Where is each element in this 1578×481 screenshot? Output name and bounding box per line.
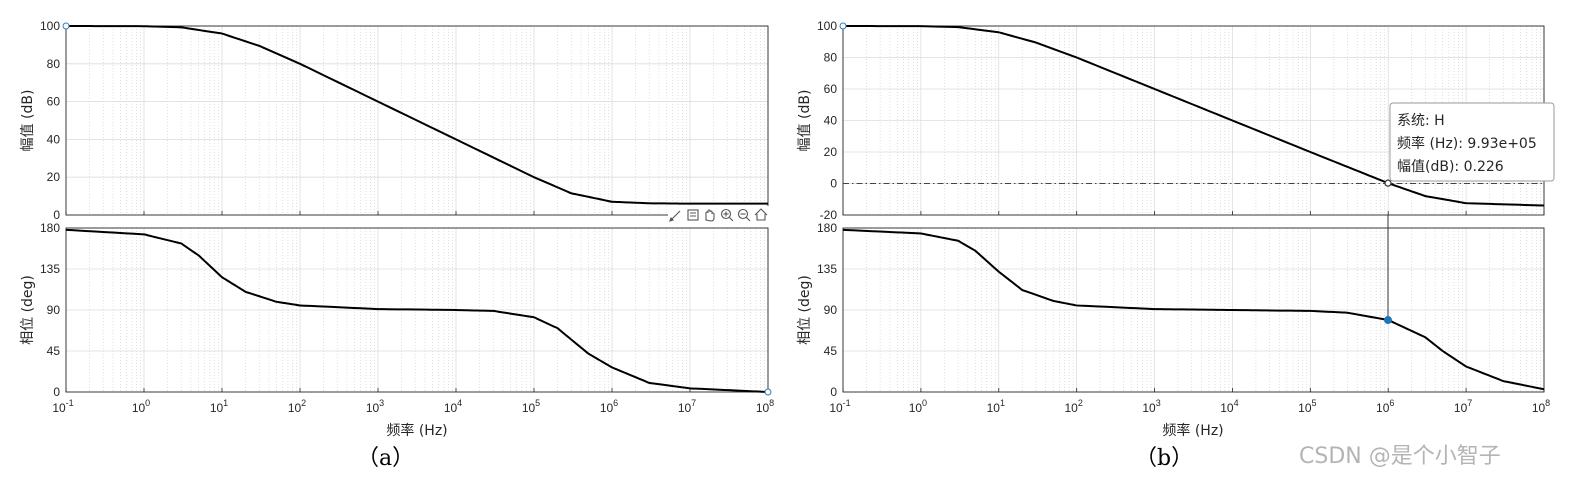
y-tick-label: 80: [47, 57, 61, 71]
y-tick-label: 180: [40, 221, 60, 235]
y-tick-label: 80: [824, 51, 838, 65]
caption-a: （a）: [357, 446, 414, 471]
start-marker: [839, 22, 847, 30]
datatip-box[interactable]: 系统: H 频率 (Hz): 9.93e+05 幅值(dB): 0.226: [1389, 102, 1555, 182]
y-tick-label: 40: [47, 132, 61, 146]
frequency-axis-label: 频率 (Hz): [1162, 422, 1223, 439]
start-marker: [62, 22, 70, 30]
x-tick-label: 107: [678, 398, 696, 415]
phase-datatip-marker[interactable]: [1383, 316, 1392, 325]
magnitude-curve: [842, 25, 1545, 207]
x-tick-label: 102: [1064, 398, 1082, 415]
watermark: CSDN @是个小智子: [1299, 444, 1501, 469]
y-tick-label: 0: [830, 177, 837, 191]
x-tick-label: 101: [210, 398, 228, 415]
y-tick-label: 100: [817, 19, 837, 33]
datatip-frame: [1389, 102, 1555, 182]
y-tick-label: 60: [47, 95, 61, 109]
axes-1-0: -20 0 20 40 60 80 100 幅值 (dB) 系统: H 频率 (Hz): 9.93…: [797, 19, 1555, 222]
axes-box: [65, 227, 769, 393]
datatip-icon[interactable]: [687, 209, 699, 221]
y-tick-label: 90: [47, 303, 61, 317]
frequency-axis-label: 频率 (Hz): [386, 422, 447, 439]
datatip-line: 幅值(dB): 0.226: [1397, 159, 1504, 175]
magnitude-curve: [65, 25, 768, 205]
pan-hand-icon[interactable]: [705, 209, 715, 222]
y-tick-label: 100: [40, 19, 60, 33]
axes-toolbar[interactable]: [668, 206, 770, 224]
phase-axis-label: 相位 (deg): [797, 275, 813, 345]
x-tick-label: 104: [444, 398, 462, 415]
phase-axis-label: 相位 (deg): [20, 275, 36, 345]
x-tick-label: 100: [132, 398, 150, 415]
brush-icon[interactable]: [669, 210, 681, 222]
y-tick-label: 20: [824, 145, 838, 159]
datatip-line: 系统: H: [1397, 113, 1445, 129]
y-tick-label: 135: [817, 262, 837, 276]
y-tick-label: 60: [824, 82, 838, 96]
x-tick-label: 103: [366, 398, 384, 415]
axes-box: [65, 25, 769, 216]
y-tick-label: 0: [53, 208, 60, 222]
zoom-out-icon[interactable]: [737, 208, 751, 222]
x-tick-label: 102: [288, 398, 306, 415]
x-tick-label: 106: [600, 398, 618, 415]
x-tick-label: 104: [1220, 398, 1238, 415]
y-tick-label: 90: [824, 303, 838, 317]
y-tick-label: 40: [824, 114, 838, 128]
y-tick-label: -20: [820, 208, 838, 222]
x-tick-label: 108: [756, 398, 774, 415]
x-tick-label: 105: [1298, 398, 1316, 415]
x-tick-label: 108: [1532, 398, 1550, 415]
x-tick-label: 107: [1454, 398, 1472, 415]
y-tick-label: 20: [47, 170, 61, 184]
magnitude-axis-label: 幅值 (dB): [797, 90, 813, 152]
axes-0-0: 0 20 40 60 80 100 幅值 (dB): [20, 19, 769, 222]
magnitude-axis-label: 幅值 (dB): [20, 90, 36, 152]
y-tick-label: 45: [47, 344, 61, 358]
axes-0-1: 0 45 90 135 180 相位 (deg) 10-1 100 101 102 103 104 10…: [20, 221, 774, 439]
y-tick-label: 45: [824, 344, 838, 358]
home-icon[interactable]: [754, 208, 768, 221]
x-tick-label: 10-1: [829, 398, 850, 415]
y-tick-label: 135: [40, 262, 60, 276]
y-tick-label: 0: [53, 385, 60, 399]
x-tick-label: 10-1: [52, 398, 73, 415]
y-tick-label: 0: [830, 385, 837, 399]
datatip-line: 频率 (Hz): 9.93e+05: [1397, 135, 1537, 152]
end-marker: [764, 388, 772, 396]
x-tick-label: 105: [522, 398, 540, 415]
x-tick-label: 103: [1142, 398, 1160, 415]
phase-curve: [65, 228, 769, 393]
axes-toolbar-bg: [668, 206, 770, 224]
axes-1-1: 0 45 90 135 180 相位 (deg) 10-1 100 101 102 103 104 10…: [797, 215, 1550, 439]
x-tick-label: 106: [1376, 398, 1394, 415]
axes-box: [842, 227, 1545, 393]
caption-b: （b）: [1135, 446, 1193, 471]
y-tick-label: 180: [817, 221, 837, 235]
x-tick-label: 101: [987, 398, 1005, 415]
zoom-in-icon[interactable]: [720, 208, 734, 222]
magnitude-datatip-marker[interactable]: [1384, 179, 1392, 187]
phase-curve: [842, 228, 1545, 391]
x-tick-label: 100: [909, 398, 927, 415]
